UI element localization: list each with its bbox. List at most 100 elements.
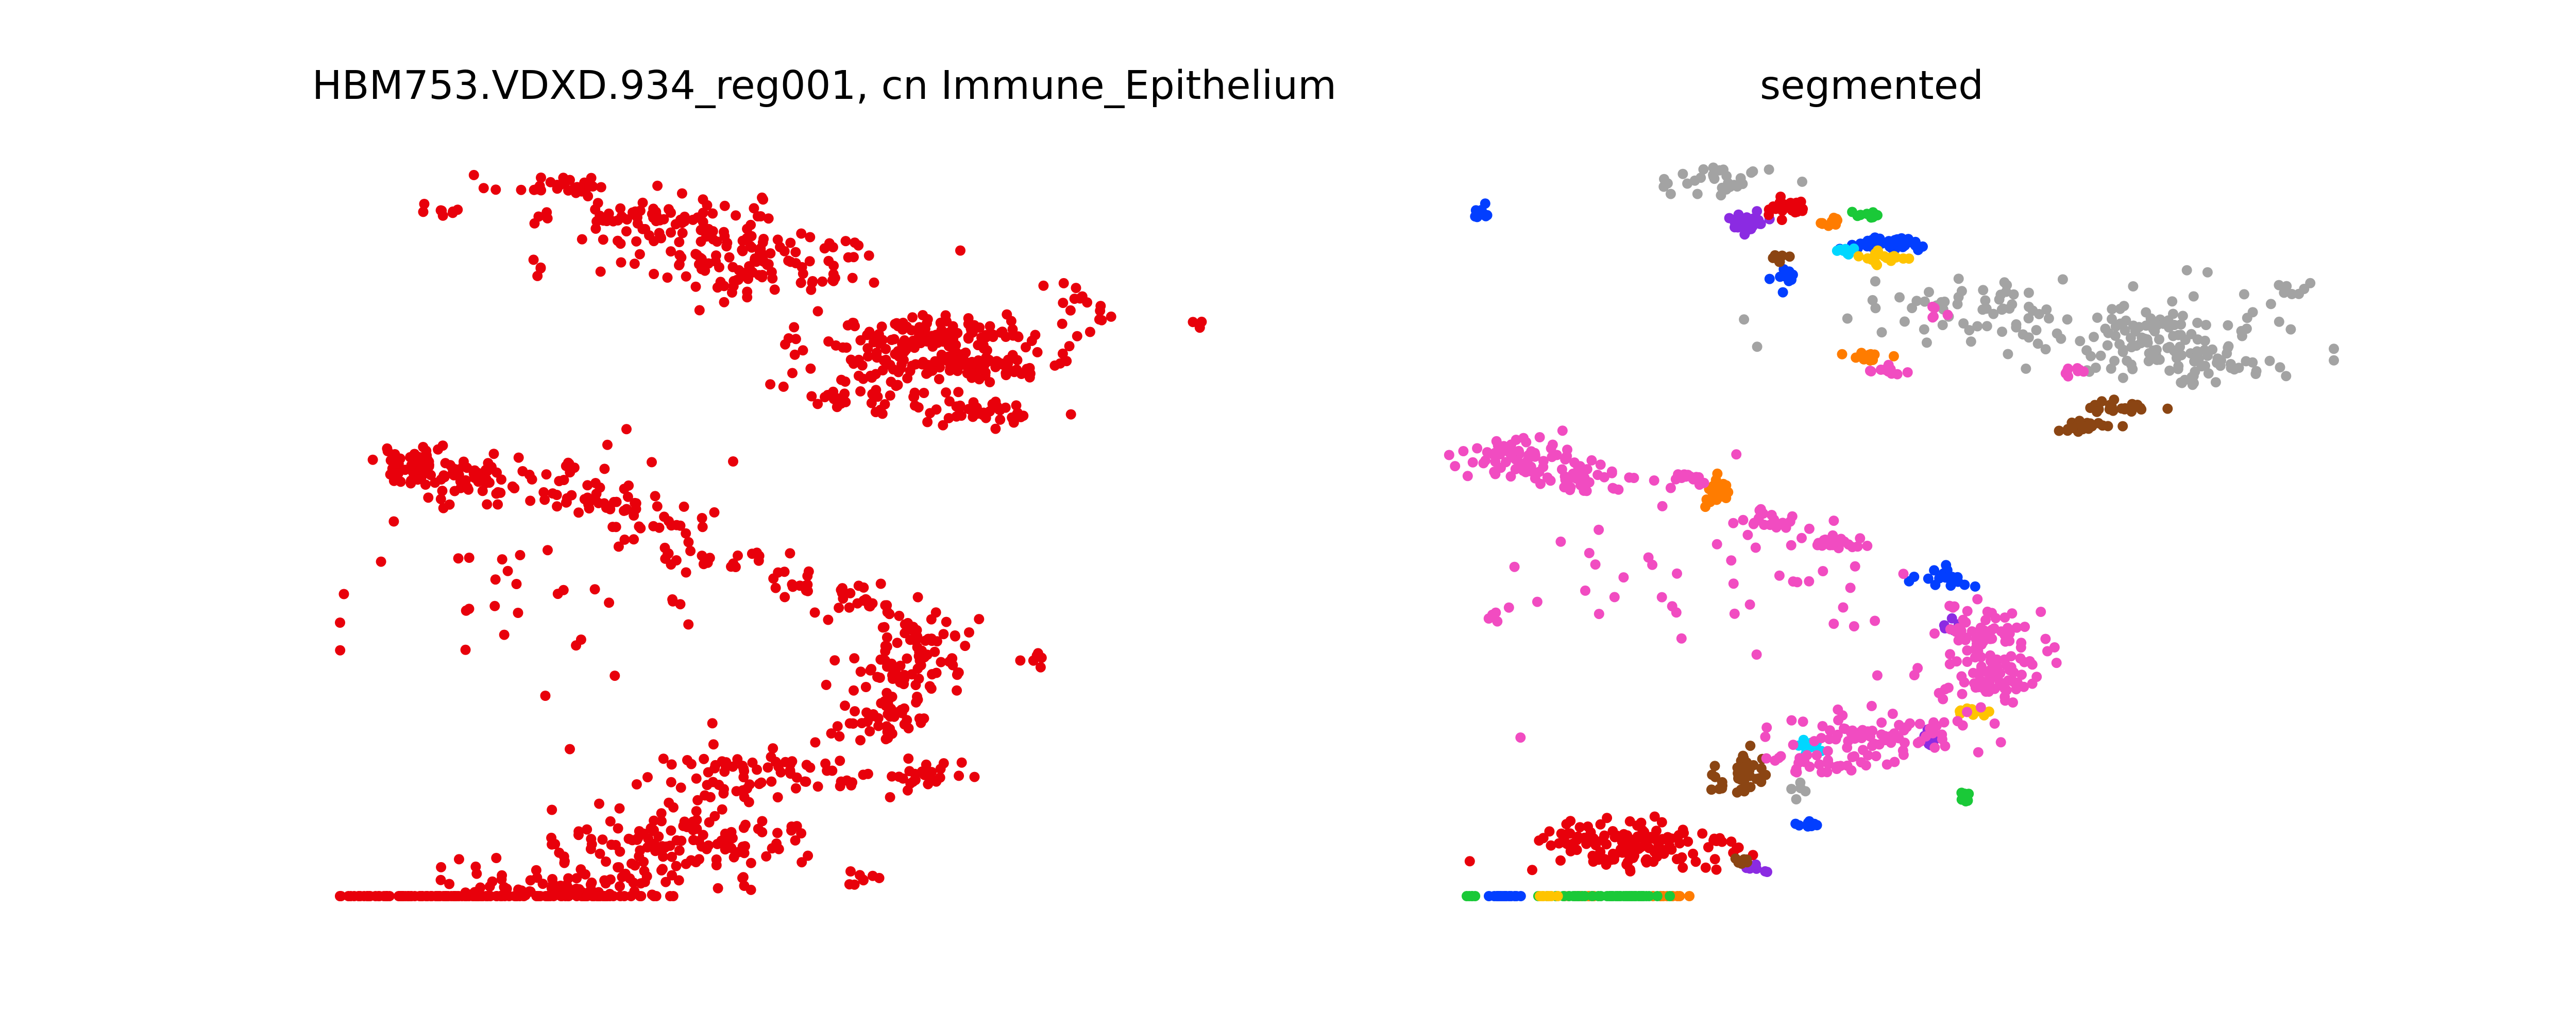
scatter-point	[1011, 400, 1022, 411]
scatter-point	[749, 203, 759, 214]
scatter-point	[1751, 649, 1762, 660]
scatter-point	[772, 792, 783, 803]
scatter-point	[1870, 615, 1880, 626]
scatter-point	[877, 622, 888, 633]
scatter-point	[2095, 350, 2106, 361]
scatter-point	[1599, 830, 1610, 841]
scatter-point	[2141, 320, 2151, 331]
scatter-point	[1728, 518, 1739, 528]
scatter-point	[1902, 367, 1913, 377]
scatter-point	[1739, 314, 1750, 325]
scatter-point	[518, 891, 529, 901]
scatter-point	[1665, 483, 1676, 493]
scatter-point	[388, 516, 399, 527]
scatter-point	[1956, 626, 1967, 636]
scatter-point	[2237, 331, 2247, 341]
scatter-point	[1972, 321, 1983, 332]
scatter-point	[1733, 222, 1743, 233]
scatter-point	[858, 769, 869, 780]
scatter-point	[1058, 298, 1069, 308]
scatter-point	[1489, 467, 1500, 477]
scatter-point	[2069, 423, 2080, 434]
scatter-point	[731, 786, 742, 797]
scatter-point	[1996, 304, 2007, 315]
scatter-point	[393, 468, 404, 479]
scatter-point	[2109, 355, 2120, 366]
scatter-point	[490, 574, 501, 585]
scatter-point	[1962, 657, 1973, 667]
scatter-point	[952, 328, 963, 338]
scatter-point	[1928, 726, 1939, 736]
scatter-point	[1738, 514, 1749, 525]
scatter-point	[631, 236, 642, 247]
scatter-point	[683, 619, 694, 630]
scatter-point	[629, 259, 640, 269]
scatter-point	[1721, 170, 1732, 181]
scatter-point	[733, 550, 743, 561]
scatter-point	[903, 753, 914, 764]
scatter-point	[1649, 833, 1659, 844]
scatter-point	[679, 216, 690, 227]
scatter-point	[1775, 197, 1786, 208]
scatter-point	[571, 883, 582, 894]
scatter-point	[1907, 303, 1918, 314]
scatter-point	[1794, 820, 1805, 831]
scatter-point	[978, 334, 989, 345]
scatter-point	[1065, 409, 1076, 420]
scatter-point	[1851, 732, 1861, 743]
scatter-point	[1565, 846, 1576, 856]
scatter-point	[1726, 555, 1737, 566]
scatter-point	[1980, 295, 1991, 306]
scatter-point	[1733, 857, 1744, 868]
scatter-point	[1913, 245, 1924, 255]
scatter-point	[2226, 363, 2236, 373]
scatter-point	[1750, 542, 1761, 553]
scatter-point	[821, 679, 832, 690]
scatter-point	[757, 272, 768, 283]
scatter-point	[1049, 360, 1060, 371]
scatter-point	[1677, 862, 1688, 873]
scatter-point	[899, 703, 910, 714]
scatter-point	[852, 598, 863, 609]
scatter-point	[1752, 341, 1762, 352]
scatter-point	[615, 881, 625, 891]
scatter-point	[2042, 646, 2053, 657]
scatter-point	[855, 386, 866, 397]
right-panel-title: segmented	[1760, 63, 1984, 109]
scatter-point	[2207, 344, 2218, 355]
scatter-point	[855, 735, 866, 746]
scatter-point	[974, 322, 985, 333]
scatter-point	[2135, 403, 2146, 414]
scatter-point	[867, 389, 878, 400]
scatter-point	[2060, 368, 2071, 379]
scatter-point	[395, 453, 405, 464]
scatter-point	[1731, 449, 1742, 460]
scatter-point	[449, 891, 460, 901]
scatter-point	[492, 467, 502, 478]
scatter-point	[985, 406, 995, 417]
scatter-point	[1032, 347, 1043, 357]
scatter-point	[753, 823, 764, 834]
scatter-point	[1082, 297, 1093, 308]
scatter-point	[2115, 303, 2126, 314]
scatter-point	[943, 413, 954, 423]
scatter-point	[780, 757, 791, 767]
scatter-point	[1594, 524, 1604, 535]
scatter-point	[1679, 469, 1690, 480]
scatter-point	[1989, 718, 2000, 729]
scatter-point	[590, 224, 601, 234]
scatter-point	[1894, 292, 1905, 303]
scatter-point	[1672, 568, 1682, 579]
scatter-point	[1561, 819, 1572, 830]
scatter-point	[671, 861, 682, 871]
scatter-point	[1484, 891, 1494, 901]
scatter-point	[2011, 322, 2022, 333]
scatter-point	[679, 501, 689, 512]
scatter-point	[899, 670, 910, 680]
scatter-point	[1775, 751, 1786, 762]
scatter-point	[709, 763, 720, 774]
scatter-point	[742, 783, 753, 794]
scatter-point	[1532, 596, 1543, 607]
scatter-point	[931, 330, 942, 340]
scatter-point	[1826, 218, 1837, 229]
